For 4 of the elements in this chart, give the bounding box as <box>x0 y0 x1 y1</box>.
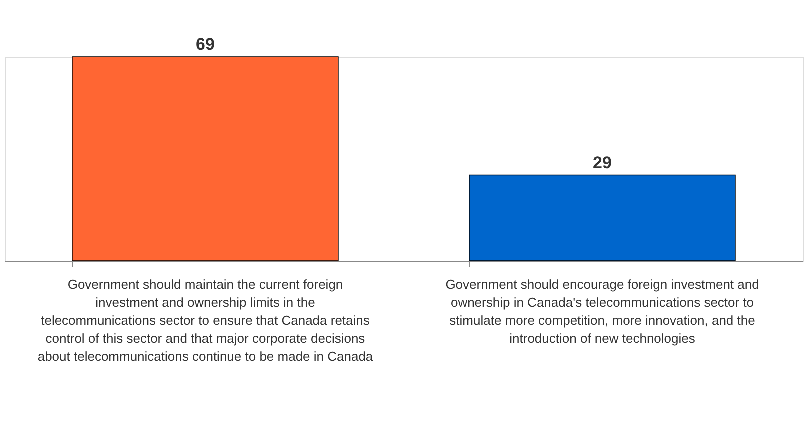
data-label: 69 <box>196 35 215 54</box>
x-tick-label: Government should maintain the current foreign investment and ownership limits in the telecommunications sector to ensure that Canada retains control of this sector and that major corporate decisions about telecommunications continue to be made in Canada <box>38 277 374 364</box>
data-label: 29 <box>593 153 612 172</box>
x-tick-label: Government should encourage foreign investment and ownership in Canada's telecommunications sector to stimulate more competition, more innovation, and the introduction of new technologies <box>446 277 760 346</box>
